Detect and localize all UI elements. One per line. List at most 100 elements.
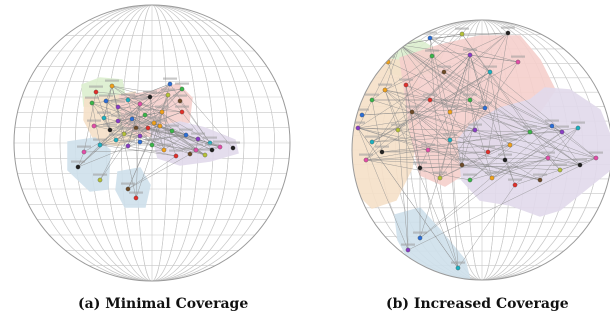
node-point	[133, 125, 139, 131]
caption-increased-coverage: (b) Increased Coverage	[386, 296, 569, 312]
node-label-smudge	[105, 79, 119, 82]
node-point	[147, 94, 153, 100]
edge-line	[384, 89, 399, 131]
node-point	[151, 120, 157, 126]
regions-a	[67, 77, 240, 208]
node-label-smudge	[545, 119, 559, 122]
node-label-smudge	[399, 78, 413, 81]
node-point	[125, 97, 131, 103]
node-point	[101, 115, 107, 121]
edge-line	[405, 84, 597, 159]
node-point	[209, 147, 215, 153]
node-point	[447, 109, 453, 115]
node-label-smudge	[153, 119, 167, 122]
node-point	[89, 100, 95, 106]
edge-line	[93, 118, 133, 127]
node-point	[97, 142, 103, 148]
edge-line	[77, 83, 171, 168]
node-label-smudge	[141, 121, 155, 124]
node-point	[187, 151, 193, 157]
node-label-smudge	[129, 121, 143, 124]
edge-line	[384, 89, 486, 109]
edge-line	[443, 71, 581, 166]
node-point	[369, 139, 375, 145]
node-label-smudge	[413, 161, 427, 164]
node-label-smudge	[511, 55, 525, 58]
edge-line	[149, 96, 153, 146]
node-label-smudge	[541, 151, 555, 154]
edge-line	[139, 103, 183, 113]
node-label-smudge	[175, 82, 189, 85]
edge-line	[419, 167, 441, 179]
edge-line	[181, 88, 234, 149]
node-label-smudge	[589, 151, 603, 154]
edge-line	[139, 134, 187, 143]
node-label-smudge	[93, 138, 107, 141]
node-label-smudge	[433, 171, 447, 174]
node-point	[485, 149, 491, 155]
node-label-smudge	[498, 153, 512, 156]
edge-line	[429, 37, 597, 159]
node-point	[359, 112, 365, 118]
node-point	[577, 162, 583, 168]
edge-line	[361, 107, 486, 116]
node-label-smudge	[163, 77, 177, 80]
node-label-smudge	[463, 93, 477, 96]
node-point	[355, 125, 361, 131]
node-point	[195, 136, 201, 142]
edge-line	[411, 54, 471, 113]
edge-line	[469, 54, 486, 109]
edge-line	[399, 44, 549, 159]
node-label-smudge	[401, 243, 415, 246]
meridian-line	[44, 5, 260, 281]
node-label-smudge	[468, 123, 482, 126]
node-point	[177, 98, 183, 104]
node-point	[527, 129, 533, 135]
edge-line	[371, 99, 383, 153]
node-label-smudge	[378, 83, 392, 86]
edge-line	[439, 54, 471, 179]
edge-line	[419, 149, 429, 169]
edge-line	[167, 94, 213, 151]
node-label-smudge	[203, 136, 217, 139]
node-point	[559, 129, 565, 135]
node-point	[129, 116, 135, 122]
edge-line	[105, 85, 113, 102]
node-label-smudge	[553, 163, 567, 166]
node-label-smudge	[111, 100, 125, 103]
edge-line	[135, 103, 141, 199]
edge-line	[357, 127, 459, 269]
edge-line	[357, 127, 429, 151]
node-point	[487, 69, 493, 75]
edge-line	[539, 127, 579, 181]
node-label-smudge	[226, 141, 240, 144]
edge-line	[105, 88, 183, 102]
node-point	[557, 167, 563, 173]
node-label-smudge	[503, 138, 517, 141]
edge-line	[384, 89, 463, 166]
node-point	[157, 123, 163, 129]
node-label-smudge	[455, 158, 469, 161]
node-label-smudge	[121, 139, 135, 142]
node-label-smudge	[198, 148, 212, 151]
edge-line	[357, 44, 401, 129]
node-label-smudge	[508, 178, 522, 181]
edge-line	[117, 94, 169, 122]
node-point	[75, 164, 81, 170]
edge-line	[461, 54, 471, 166]
node-label-smudge	[85, 96, 99, 99]
node-label-smudge	[161, 88, 175, 91]
region-blue-2	[115, 167, 151, 208]
node-label-smudge	[365, 93, 379, 96]
graticule-a	[14, 5, 290, 281]
node-point	[173, 153, 179, 159]
node-point	[137, 139, 143, 145]
node-label-smudge	[71, 160, 85, 163]
node-label-smudge	[138, 108, 152, 111]
edge-line	[399, 44, 511, 146]
edge-line	[431, 55, 451, 141]
node-label-smudge	[109, 133, 123, 136]
edge-line	[161, 111, 187, 136]
edge-line	[371, 55, 433, 101]
node-label-smudge	[145, 138, 159, 141]
